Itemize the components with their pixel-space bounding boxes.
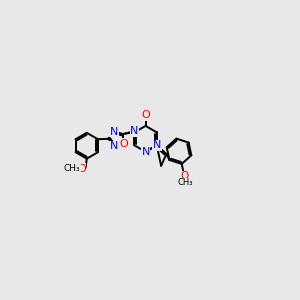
Text: N: N: [153, 140, 161, 150]
Text: N: N: [110, 141, 118, 152]
Text: N: N: [110, 127, 118, 136]
Text: CH₃: CH₃: [63, 164, 80, 173]
Text: O: O: [119, 139, 128, 148]
Text: O: O: [77, 164, 86, 174]
Text: CH₃: CH₃: [178, 178, 194, 187]
Text: O: O: [180, 171, 188, 182]
Text: N: N: [141, 147, 150, 157]
Text: O: O: [141, 110, 150, 120]
Text: N: N: [130, 126, 139, 136]
